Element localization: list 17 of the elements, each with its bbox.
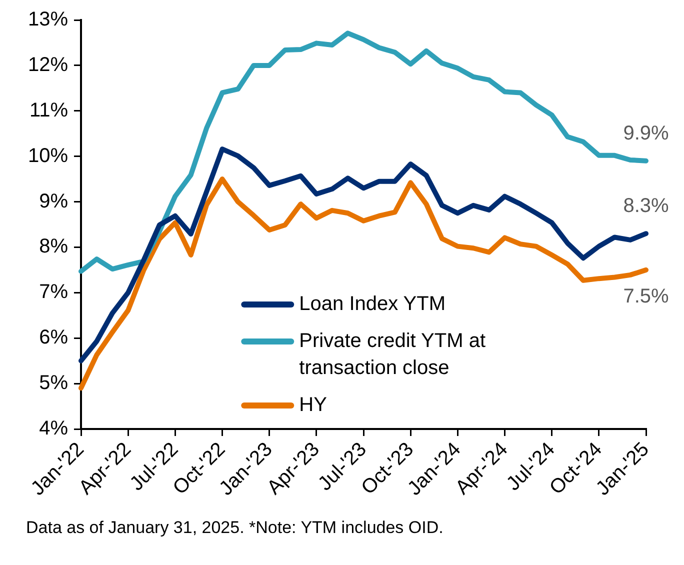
y-tick-label: 4% <box>39 418 68 440</box>
y-tick-label: 10% <box>28 144 68 167</box>
legend-label: Loan Index YTM <box>299 293 446 316</box>
text: Data as of January 31, 2025. *Note: YTM includes OID. <box>26 518 444 538</box>
y-tick-label: 9% <box>39 190 68 212</box>
data-label: 7.5% <box>623 285 670 308</box>
data-label: 8.3% <box>623 195 670 218</box>
legend-label: Private credit YTM at transaction close <box>299 330 486 380</box>
y-tick-label: 13% <box>28 8 68 31</box>
y-tick-label: 5% <box>39 372 68 394</box>
y-tick-label: 7% <box>39 281 68 304</box>
data-label: 9.9% <box>623 122 670 144</box>
y-tick-label: 6% <box>39 326 68 349</box>
legend-label: HY <box>299 394 327 416</box>
y-tick-label: 12% <box>28 54 68 76</box>
y-tick-label: 8% <box>39 236 68 258</box>
y-tick-label: 11% <box>29 99 68 122</box>
